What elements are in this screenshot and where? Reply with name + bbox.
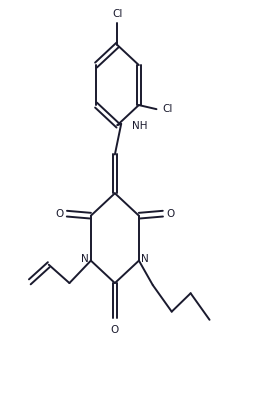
Text: O: O — [110, 325, 119, 335]
Text: NH: NH — [131, 121, 147, 131]
Text: Cl: Cl — [162, 104, 172, 114]
Text: O: O — [166, 209, 174, 219]
Text: N: N — [80, 254, 88, 263]
Text: N: N — [141, 254, 149, 263]
Text: Cl: Cl — [112, 9, 122, 18]
Text: O: O — [55, 209, 63, 219]
